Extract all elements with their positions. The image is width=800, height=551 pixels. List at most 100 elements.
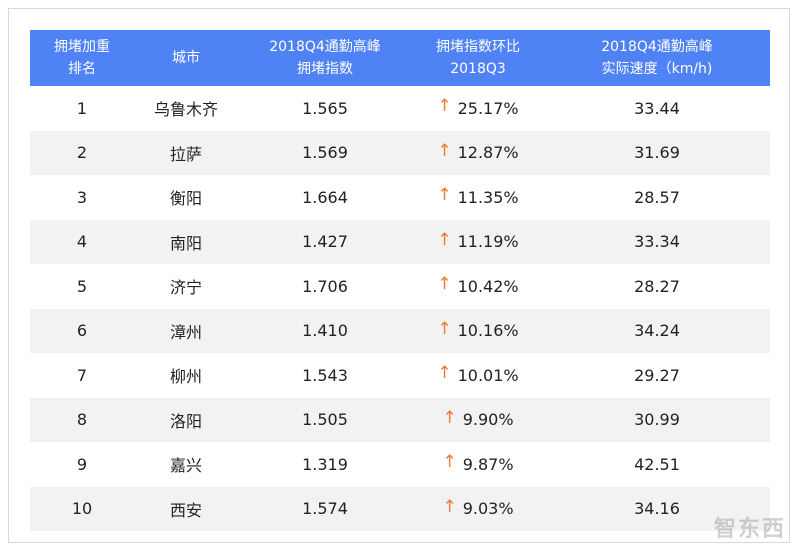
watermark: 智东西 xyxy=(713,517,786,542)
header-text: 2018Q4通勤高峰 xyxy=(601,39,713,55)
cell: 1.319 xyxy=(302,454,348,474)
cell: ↑ 25.17% xyxy=(412,86,544,131)
up-arrow: ↑ xyxy=(437,274,452,295)
table-row: 7 柳州 1.543 ↑ 10.01% 29.27 xyxy=(30,353,770,398)
table-body: 1 乌鲁木齐 1.565 ↑ 25.17% 33.44 2 拉萨 1.569 ↑ 12.87% 31.… xyxy=(30,86,770,531)
ranking-table: 拥堵加重 排名 城市 2018Q4通勤高峰 拥堵指数 拥堵指数环比 2018Q3 2018Q4… xyxy=(30,30,770,531)
header-text: 2018Q4通勤高峰 xyxy=(269,39,381,55)
cell: 9 xyxy=(76,454,88,474)
change-wrap: ↑ 25.17% xyxy=(432,96,524,118)
change-value: 10.42% xyxy=(457,276,519,296)
table-row: 10 西安 1.574 ↑ 9.03% 34.16 xyxy=(30,486,770,531)
table-row: 3 衡阳 1.664 ↑ 11.35% 28.57 xyxy=(30,175,770,220)
up-arrow: ↑ xyxy=(437,318,452,339)
table-row: 5 济宁 1.706 ↑ 10.42% 28.27 xyxy=(30,264,770,309)
up-arrow: ↑ xyxy=(442,452,457,473)
cell: 漳州 xyxy=(134,308,238,353)
cell: 10 xyxy=(30,486,134,531)
change-value: 11.19% xyxy=(457,232,519,252)
cell: 34.16 xyxy=(544,486,770,531)
cell: 1.565 xyxy=(302,98,348,118)
change-wrap: ↑ 12.87% xyxy=(432,140,524,163)
table-row: 9 嘉兴 1.319 ↑ 9.87% 42.51 xyxy=(30,442,770,487)
change-value: 10.16% xyxy=(457,321,519,341)
cell: 1.574 xyxy=(238,486,412,531)
cell: ↑ 9.90% xyxy=(412,397,544,442)
header-cell: 拥堵加重 排名 xyxy=(30,30,134,86)
header-row: 拥堵加重 排名 城市 2018Q4通勤高峰 拥堵指数 拥堵指数环比 2018Q3 2018Q4… xyxy=(30,30,770,86)
cell: 1.410 xyxy=(238,308,412,353)
cell: ↑ 11.19% xyxy=(412,219,544,264)
cell: 34.24 xyxy=(544,308,770,353)
change-wrap: ↑ 9.90% xyxy=(432,407,524,430)
cell: ↑ 10.16% xyxy=(412,308,544,353)
change-wrap: ↑ 11.19% xyxy=(432,229,524,252)
cell: 2 xyxy=(30,130,134,175)
cell: 1.427 xyxy=(238,219,412,264)
change-value: 10.01% xyxy=(457,365,519,385)
cell: 8 xyxy=(30,397,134,442)
header-cell: 2018Q4通勤高峰 实际速度（km/h) xyxy=(544,30,770,86)
change-wrap: ↑ 9.03% xyxy=(432,496,524,519)
header-text: 城市 xyxy=(172,50,200,66)
cell: 衡阳 xyxy=(169,189,202,209)
up-arrow: ↑ xyxy=(437,185,452,206)
up-arrow: ↑ xyxy=(437,229,452,250)
header-text: 拥堵加重 xyxy=(54,39,110,55)
cell: 1.664 xyxy=(302,187,348,207)
cell: 7 xyxy=(76,365,88,385)
header-text: 实际速度（km/h) xyxy=(601,61,713,77)
cell: 3 xyxy=(76,187,88,207)
header-text: 拥堵指数环比 xyxy=(436,39,520,55)
cell: ↑ 9.87% xyxy=(412,442,544,487)
cell: 1.706 xyxy=(302,276,348,296)
cell: 拉萨 xyxy=(134,130,238,175)
header-cell: 城市 xyxy=(134,30,238,86)
up-arrow: ↑ xyxy=(437,140,452,161)
table-row: 4 南阳 1.427 ↑ 11.19% 33.34 xyxy=(30,219,770,264)
cell: 嘉兴 xyxy=(169,456,202,476)
cell: 乌鲁木齐 xyxy=(153,100,218,120)
change-wrap: ↑ 10.16% xyxy=(432,318,524,341)
up-arrow: ↑ xyxy=(442,496,457,517)
cell: ↑ 10.01% xyxy=(412,353,544,398)
change-wrap: ↑ 10.01% xyxy=(432,363,524,385)
cell: 柳州 xyxy=(169,367,202,387)
cell: 1 xyxy=(76,98,88,118)
cell: 30.99 xyxy=(544,397,770,442)
change-value: 12.87% xyxy=(457,143,519,163)
cell: 1.569 xyxy=(238,130,412,175)
cell: ↑ 9.03% xyxy=(412,486,544,531)
table-row: 2 拉萨 1.569 ↑ 12.87% 31.69 xyxy=(30,130,770,175)
change-value: 25.17% xyxy=(457,98,519,118)
cell: 南阳 xyxy=(134,219,238,264)
cell: ↑ 10.42% xyxy=(412,264,544,309)
cell: 31.69 xyxy=(544,130,770,175)
table-row: 1 乌鲁木齐 1.565 ↑ 25.17% 33.44 xyxy=(30,86,770,131)
cell: 西安 xyxy=(134,486,238,531)
cell: ↑ 11.35% xyxy=(412,175,544,220)
change-value: 9.03% xyxy=(462,499,514,519)
cell: 28.57 xyxy=(634,187,680,207)
up-arrow: ↑ xyxy=(437,96,452,117)
cell: 1.505 xyxy=(238,397,412,442)
up-arrow: ↑ xyxy=(442,407,457,428)
cell: 1.543 xyxy=(302,365,348,385)
change-wrap: ↑ 10.42% xyxy=(432,274,524,296)
cell: 29.27 xyxy=(634,365,680,385)
header-cell: 拥堵指数环比 2018Q3 xyxy=(412,30,544,86)
change-value: 11.35% xyxy=(457,187,519,207)
change-value: 9.87% xyxy=(462,454,514,474)
cell: 6 xyxy=(30,308,134,353)
cell: 洛阳 xyxy=(134,397,238,442)
change-wrap: ↑ 9.87% xyxy=(432,452,524,474)
frame xyxy=(8,8,790,543)
header-cell: 2018Q4通勤高峰 拥堵指数 xyxy=(238,30,412,86)
table-row: 8 洛阳 1.505 ↑ 9.90% 30.99 xyxy=(30,397,770,442)
cell: 5 xyxy=(76,276,88,296)
cell: ↑ 12.87% xyxy=(412,130,544,175)
table-row: 6 漳州 1.410 ↑ 10.16% 34.24 xyxy=(30,308,770,353)
header-text: 排名 xyxy=(68,61,96,77)
cell: 42.51 xyxy=(634,454,680,474)
